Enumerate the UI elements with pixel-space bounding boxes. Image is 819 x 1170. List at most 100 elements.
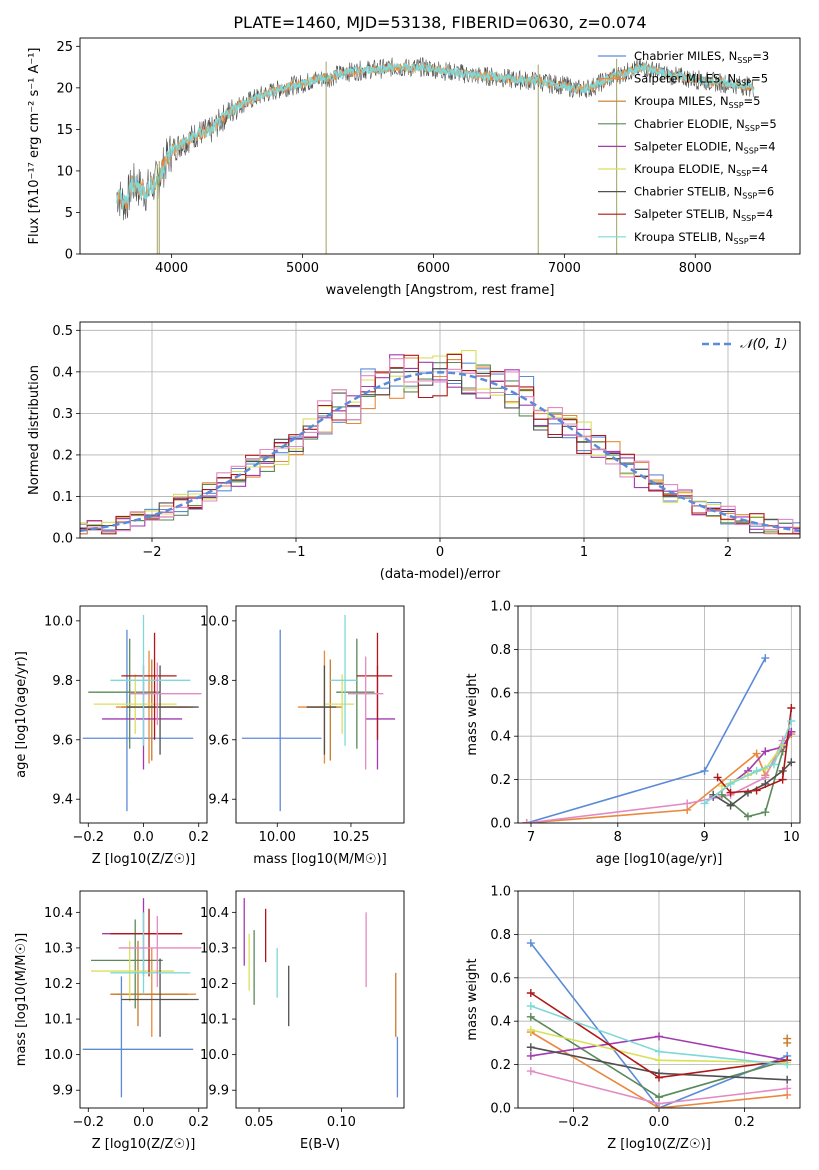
x-tick-label: 8000 <box>679 261 712 276</box>
y-tick-label: 0.4 <box>490 1015 511 1030</box>
y-tick-label: 1.0 <box>490 885 511 900</box>
y-tick-label: 10.1 <box>44 1013 73 1028</box>
plot-area-massweight_vs_Z <box>526 939 792 1108</box>
data-point <box>769 760 778 769</box>
x-tick-label: −2 <box>142 545 161 560</box>
data-point <box>787 703 796 712</box>
y-tick-label: 9.6 <box>208 733 229 748</box>
x-tick-label: −0.2 <box>72 830 104 845</box>
y-tick-label: 0.6 <box>490 971 511 986</box>
x-tick-label: −0.2 <box>558 1115 590 1130</box>
legend-suffix: =4 <box>756 207 773 221</box>
y-tick-label: 0.8 <box>490 928 511 943</box>
data-point <box>655 1056 663 1065</box>
legend-suffix: =5 <box>751 72 768 86</box>
axes-frame <box>517 605 801 824</box>
y-tick-label: 0.8 <box>490 643 511 658</box>
legend-sub: SSP <box>745 124 760 133</box>
x-tick-label: 1 <box>580 545 588 560</box>
data-point <box>752 749 761 758</box>
x-tick-label: 7 <box>527 830 535 845</box>
y-tick-label: 10.3 <box>44 941 73 956</box>
x-tick-label: 0.05 <box>245 1115 274 1130</box>
y-tick-label: 10.0 <box>44 614 73 629</box>
legend-suffix: =4 <box>749 230 766 244</box>
y-tick-label: 0.4 <box>490 730 511 745</box>
legend-sub: SSP <box>741 214 756 223</box>
y-tick-label: 0.0 <box>490 1102 511 1117</box>
y-tick-label: 9.4 <box>52 793 73 808</box>
legend-entry: Chabrier MILES, NSSP=3 <box>634 49 769 65</box>
x-tick-label: 9 <box>700 830 708 845</box>
axes-frame <box>79 605 208 824</box>
data-point <box>726 779 735 788</box>
axes-frame <box>79 890 208 1109</box>
x-tick-label: 0.10 <box>327 1115 356 1130</box>
y-axis-label: mass weight <box>465 673 480 755</box>
data-point <box>783 1038 792 1047</box>
legend-entry: 𝒩(0, 1) <box>740 337 787 352</box>
x-tick-label: 6000 <box>417 261 450 276</box>
y-tick-label: 0.2 <box>490 1058 511 1073</box>
panels: 4000 5000 6000 7000 80000510152025wavelength… <box>14 37 801 1152</box>
y-tick-label: 0.0 <box>490 817 511 832</box>
legend-suffix: =6 <box>757 185 774 199</box>
y-tick-label: 0.4 <box>52 365 73 380</box>
data-point <box>655 1093 663 1102</box>
data-point <box>778 775 787 784</box>
x-tick-label: −0.2 <box>72 1115 104 1130</box>
plot-area-age_vs_Z <box>82 614 202 812</box>
data-point <box>752 786 761 795</box>
y-tick-label: 10.0 <box>200 1048 229 1063</box>
data-point <box>783 1075 792 1084</box>
data-point <box>683 799 692 808</box>
x-tick-label: 0.0 <box>133 1115 154 1130</box>
y-axis-label: Flux [fλ10⁻¹⁷ erg cm⁻² s⁻¹ A⁻¹] <box>27 48 42 245</box>
x-tick-label: 0.0 <box>133 830 154 845</box>
axes-mass_vs_ebv: 0.05 0.10 9.9 10.0 10.1 10.2 10.3 10.4 E(B-V) <box>200 890 405 1152</box>
y-tick-label: 10.4 <box>44 906 73 921</box>
x-tick-label: 7000 <box>548 261 581 276</box>
x-axis-label: Z [log10(Z/Z☉)] <box>607 1137 711 1152</box>
y-axis-label: Normed distribution <box>27 365 42 495</box>
x-axis-label: mass [log10(M/M☉)] <box>253 852 386 867</box>
plot-area-massweight_vs_age <box>522 654 796 823</box>
y-tick-label: 9.4 <box>208 793 229 808</box>
x-tick-label: 4000 <box>155 261 188 276</box>
legend-sub: SSP <box>737 56 752 65</box>
data-point <box>726 788 735 797</box>
data-point <box>743 812 752 821</box>
y-tick-label: 9.6 <box>52 733 73 748</box>
histogram-step <box>80 350 800 535</box>
y-tick-label: 10.2 <box>200 977 229 992</box>
y-tick-label: 10 <box>56 164 73 179</box>
data-point <box>761 654 770 663</box>
x-tick-label: 0.0 <box>649 1115 670 1130</box>
x-tick-label: 0 <box>436 545 444 560</box>
legend-suffix: =4 <box>751 162 768 176</box>
spectrum-line <box>116 62 755 211</box>
data-point <box>726 801 735 810</box>
legend-suffix: =3 <box>752 49 769 63</box>
y-tick-label: 10.0 <box>200 614 229 629</box>
x-axis-label: age [log10(age/yr)] <box>596 852 723 867</box>
data-point <box>761 808 770 817</box>
y-tick-label: 15 <box>56 123 73 138</box>
legend-entry: Chabrier STELIB, NSSP=6 <box>634 185 774 201</box>
data-point <box>655 1032 663 1041</box>
data-point <box>522 819 531 823</box>
data-point <box>713 773 722 782</box>
legend-entry: Kroupa MILES, NSSP=5 <box>634 94 760 110</box>
data-point <box>526 988 535 997</box>
data-point <box>526 1002 535 1011</box>
y-tick-label: 9.9 <box>208 1084 229 1099</box>
x-axis-label: wavelength [Angstrom, rest frame] <box>326 283 555 298</box>
series-line <box>526 733 792 823</box>
y-tick-label: 0.2 <box>490 773 511 788</box>
y-tick-label: 0.5 <box>52 324 73 339</box>
legend-entry: Salpeter MILES, NSSP=5 <box>634 72 768 88</box>
y-axis-label: age [log10(age/yr)] <box>14 651 29 778</box>
y-tick-label: 10.0 <box>44 1048 73 1063</box>
data-point <box>717 790 726 799</box>
